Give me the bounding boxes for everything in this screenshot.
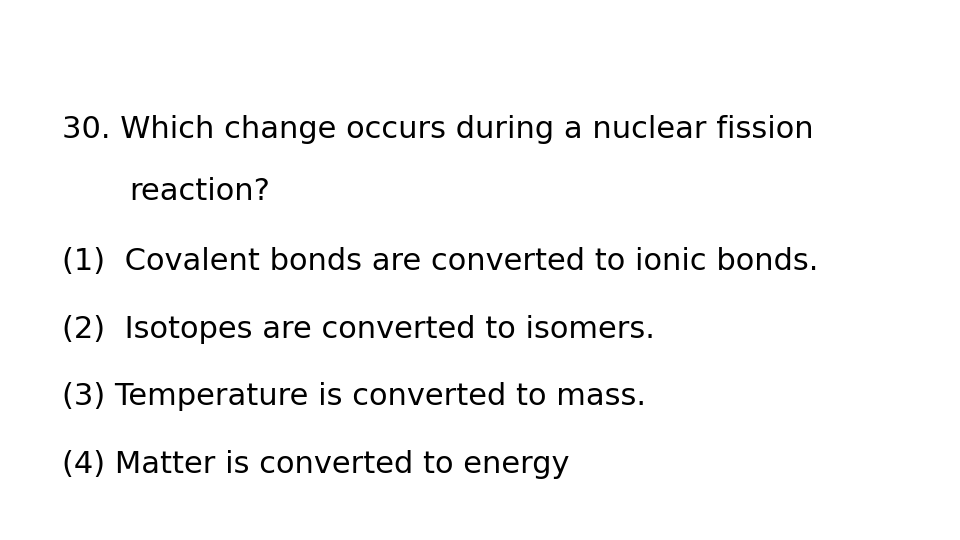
Text: reaction?: reaction? xyxy=(130,177,271,206)
Text: 30. Which change occurs during a nuclear fission: 30. Which change occurs during a nuclear… xyxy=(62,115,814,144)
Text: (1)  Covalent bonds are converted to ionic bonds.: (1) Covalent bonds are converted to ioni… xyxy=(62,247,819,276)
Text: (4) Matter is converted to energy: (4) Matter is converted to energy xyxy=(62,450,570,479)
Text: (2)  Isotopes are converted to isomers.: (2) Isotopes are converted to isomers. xyxy=(62,315,656,344)
Text: (3) Temperature is converted to mass.: (3) Temperature is converted to mass. xyxy=(62,382,646,411)
